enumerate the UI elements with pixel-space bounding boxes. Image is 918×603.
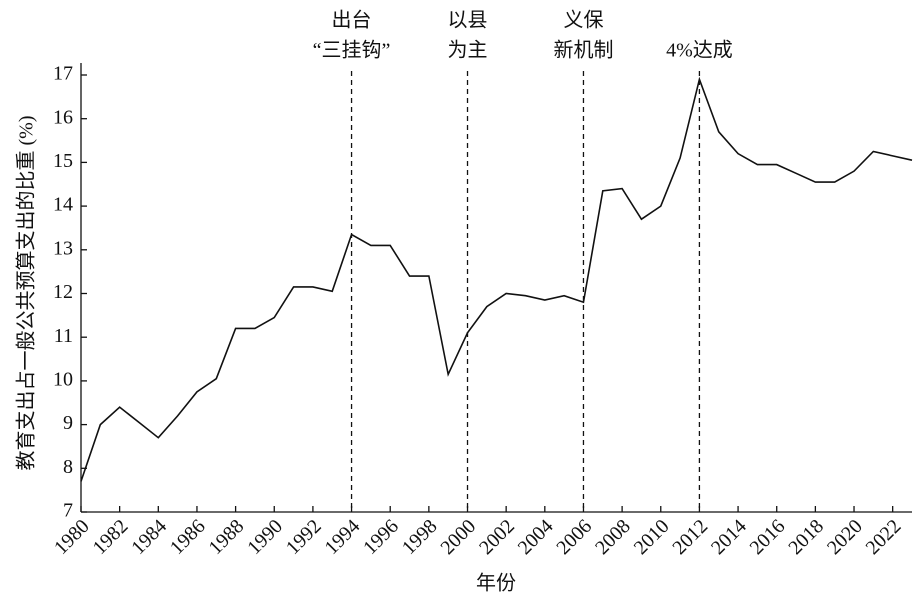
y-tick-label: 10 — [53, 368, 73, 390]
annotation-label: 以县 — [448, 10, 488, 32]
x-tick-label: 2012 — [668, 515, 712, 559]
x-tick-label: 1980 — [50, 515, 94, 559]
y-tick-label: 9 — [63, 412, 73, 434]
x-tick-label: 1988 — [205, 515, 249, 559]
y-tick-label: 7 — [63, 500, 73, 522]
x-tick-label: 1996 — [359, 515, 403, 559]
y-axis-label: 教育支出占一般公共预算支出的比重 (%) — [15, 116, 38, 471]
data-line — [80, 76, 913, 482]
annotation-label: 新机制 — [553, 39, 613, 62]
x-tick-label: 2014 — [707, 515, 751, 559]
x-tick-label: 2022 — [862, 515, 906, 559]
y-tick-label: 12 — [53, 281, 73, 303]
x-tick-label: 1984 — [127, 515, 171, 559]
x-axis-label: 年份 — [476, 572, 516, 595]
x-tick-label: 1982 — [89, 515, 133, 559]
y-tick-label: 15 — [53, 150, 73, 172]
annotation-label: 出台 — [332, 9, 372, 32]
x-tick-label: 2006 — [552, 515, 596, 559]
x-tick-label: 1992 — [282, 515, 326, 559]
x-tick-label: 2000 — [436, 515, 480, 559]
y-tick-label: 8 — [63, 456, 73, 478]
x-tick-label: 2004 — [514, 515, 558, 559]
x-tick-label: 2002 — [475, 515, 519, 559]
annotation-label: 为主 — [448, 39, 488, 62]
x-tick-label: 2010 — [630, 515, 674, 559]
x-tick-label: 2020 — [823, 515, 867, 559]
y-tick-label: 14 — [53, 194, 73, 216]
x-tick-label: 2008 — [591, 515, 635, 559]
y-tick-label: 17 — [53, 63, 73, 85]
annotation-label: “三挂钩” — [313, 39, 391, 62]
y-tick-label: 11 — [54, 325, 73, 347]
x-tick-label: 1998 — [398, 515, 442, 559]
x-tick-label: 1986 — [166, 515, 210, 559]
annotation-label: 4%达成 — [666, 39, 733, 62]
annotation-label: 义保 — [563, 9, 603, 32]
y-tick-label: 16 — [53, 106, 73, 128]
x-tick-label: 1994 — [321, 515, 365, 559]
x-tick-label: 2016 — [746, 515, 790, 559]
y-tick-label: 13 — [53, 237, 73, 259]
x-tick-label: 2018 — [784, 515, 828, 559]
x-tick-label: 1990 — [243, 515, 287, 559]
